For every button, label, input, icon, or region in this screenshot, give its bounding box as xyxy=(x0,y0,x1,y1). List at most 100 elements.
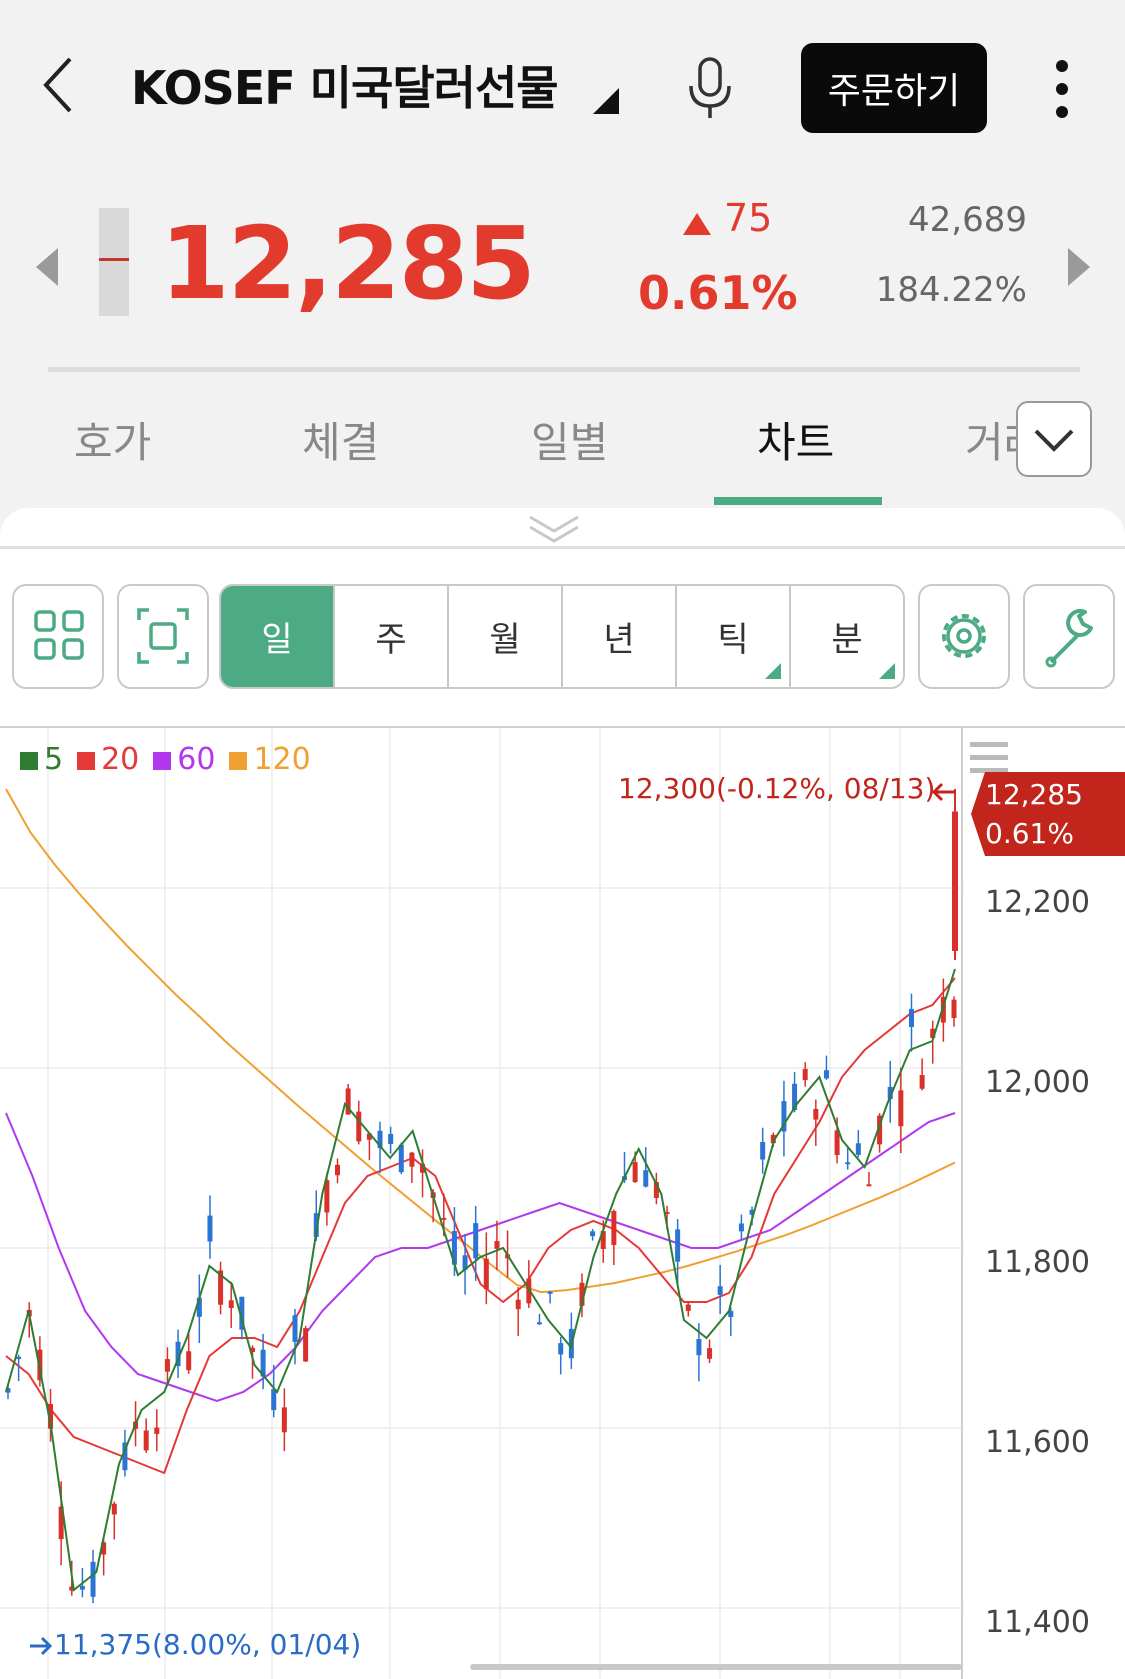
up-arrow-icon xyxy=(683,213,711,235)
chevron-down-icon xyxy=(1034,429,1074,452)
collapse-handle-icon[interactable] xyxy=(528,513,580,543)
period-tick-label: 틱 xyxy=(717,620,749,660)
ma20-line xyxy=(5,977,956,1475)
price-change: 75 xyxy=(724,196,773,240)
candle-body xyxy=(409,1152,415,1167)
candle-body xyxy=(377,1130,383,1149)
candle-body xyxy=(908,1008,914,1028)
legend-ma20: 20 xyxy=(77,742,139,777)
period-minute[interactable]: 분 xyxy=(791,586,903,687)
current-price-tag-pct: 0.61% xyxy=(985,817,1074,850)
chart-area[interactable] xyxy=(0,726,1125,1679)
candle-body xyxy=(919,1075,925,1089)
period-minute-options-icon xyxy=(879,663,895,679)
y-tick-12000: 12,000 xyxy=(985,1065,1090,1100)
period-week[interactable]: 주 xyxy=(335,586,449,687)
tab-orderbook[interactable]: 호가 xyxy=(74,418,152,467)
fullscreen-icon xyxy=(137,608,189,664)
candle-body xyxy=(866,1184,872,1187)
candle-body xyxy=(5,1388,11,1393)
candle-body xyxy=(324,1180,330,1213)
candle-body xyxy=(579,1282,585,1306)
candle-body xyxy=(420,1163,426,1173)
low-arrow-icon xyxy=(28,1636,54,1656)
layout-grid-button[interactable] xyxy=(12,584,104,689)
fullscreen-button[interactable] xyxy=(117,584,209,689)
settings-button[interactable] xyxy=(918,584,1010,689)
current-price-tag: 12,285 0.61% xyxy=(971,772,1125,856)
candle-body xyxy=(164,1359,170,1372)
chart-scrollbar[interactable] xyxy=(470,1664,962,1670)
candle-body xyxy=(547,1291,553,1294)
legend-ma5-label: 5 xyxy=(44,742,64,777)
price-chart[interactable] xyxy=(0,728,1125,1679)
volume-ratio: 184.22% xyxy=(875,270,1027,310)
candle-body xyxy=(79,1586,85,1590)
microphone-icon[interactable] xyxy=(685,56,735,120)
candle-body xyxy=(388,1134,394,1145)
chart-menu-icon[interactable] xyxy=(970,740,1008,776)
candle-body xyxy=(845,1162,851,1165)
candle-body xyxy=(356,1111,362,1142)
legend-ma20-label: 20 xyxy=(101,742,140,777)
candle-body xyxy=(239,1296,245,1330)
stock-title[interactable]: KOSEF 미국달러선물 xyxy=(131,61,559,115)
prev-stock-icon[interactable] xyxy=(36,248,60,286)
tab-trades[interactable]: 체결 xyxy=(302,418,380,467)
candle-body xyxy=(90,1561,96,1597)
candle-body xyxy=(898,1090,904,1127)
candle-body xyxy=(122,1442,128,1471)
candle-body xyxy=(887,1086,893,1100)
more-options-icon[interactable] xyxy=(1052,58,1072,120)
period-selector: 일 주 월 년 틱 분 xyxy=(219,584,905,689)
candle-body xyxy=(441,1217,447,1220)
high-annotation: 12,300(-0.12%, 08/13) xyxy=(618,772,936,805)
period-tick[interactable]: 틱 xyxy=(677,586,791,687)
back-icon[interactable] xyxy=(40,55,80,115)
next-stock-icon[interactable] xyxy=(1066,248,1090,286)
price-tag-pointer-icon xyxy=(971,772,985,856)
ma60-line xyxy=(5,1112,956,1403)
candle-body xyxy=(292,1315,298,1342)
candle-body xyxy=(143,1430,149,1451)
title-dropdown-icon[interactable] xyxy=(593,88,619,114)
tools-button[interactable] xyxy=(1023,584,1115,689)
candle-body xyxy=(271,1389,277,1411)
candle-body xyxy=(398,1144,404,1173)
candle-body xyxy=(749,1209,755,1215)
candle-body xyxy=(473,1223,479,1259)
period-day[interactable]: 일 xyxy=(221,586,335,687)
sheet-divider xyxy=(0,546,1125,549)
gear-icon xyxy=(942,614,986,658)
tab-chart[interactable]: 차트 xyxy=(757,418,835,467)
candle-body xyxy=(48,1404,54,1429)
candle-body xyxy=(249,1347,255,1353)
candle-body xyxy=(335,1164,341,1176)
candle-body xyxy=(483,1258,489,1290)
candle-body xyxy=(16,1356,22,1359)
order-button[interactable]: 주문하기 xyxy=(801,43,987,133)
candle-body xyxy=(940,996,946,1023)
candle-body xyxy=(207,1215,213,1242)
candle-body xyxy=(366,1133,372,1140)
candle-body xyxy=(632,1162,638,1182)
candle-body xyxy=(111,1503,117,1515)
candle-body xyxy=(218,1270,224,1305)
tab-daily[interactable]: 일별 xyxy=(531,418,609,467)
candle-body xyxy=(196,1297,202,1317)
sheet-panel xyxy=(0,508,1125,548)
legend-ma60: 60 xyxy=(153,742,215,777)
current-price: 12,285 xyxy=(160,205,536,322)
high-arrow-icon xyxy=(930,782,958,802)
tab-expand-button[interactable] xyxy=(1016,401,1092,477)
candle-body xyxy=(101,1542,107,1555)
candle-body xyxy=(313,1213,319,1237)
candle-body xyxy=(951,999,957,1018)
current-price-tag-price: 12,285 xyxy=(985,778,1083,811)
period-year[interactable]: 년 xyxy=(563,586,677,687)
tab-active-indicator xyxy=(714,497,882,505)
candle-body xyxy=(558,1343,564,1355)
legend-ma120-label: 120 xyxy=(253,742,311,777)
candle-body xyxy=(590,1231,596,1237)
period-month[interactable]: 월 xyxy=(449,586,563,687)
